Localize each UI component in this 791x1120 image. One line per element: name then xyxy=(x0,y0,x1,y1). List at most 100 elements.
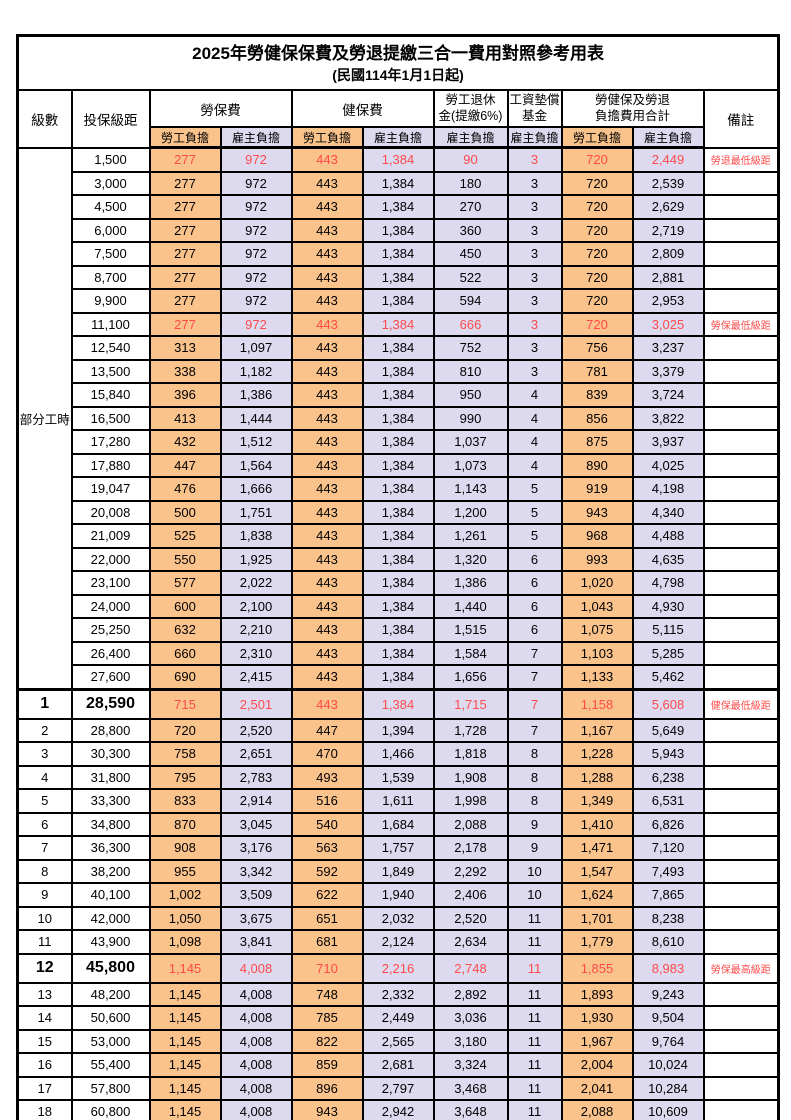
cell-total-employee: 1,103 xyxy=(560,640,634,666)
cell-wage-fund-employer: 3 xyxy=(506,264,563,290)
cell-bracket: 53,000 xyxy=(70,1028,151,1054)
cell-health-employee: 443 xyxy=(290,170,364,196)
cell-labor-employee: 525 xyxy=(148,523,222,549)
col-header-level: 級數 xyxy=(16,89,73,149)
cell-wage-fund-employer: 11 xyxy=(506,952,563,984)
cell-health-employer: 2,681 xyxy=(361,1052,435,1078)
cell-health-employee: 443 xyxy=(290,570,364,596)
cell-total-employer: 2,449 xyxy=(631,146,705,173)
cell-health-employer: 1,384 xyxy=(361,217,435,243)
cell-remark-empty xyxy=(702,217,780,243)
cell-total-employer: 6,826 xyxy=(631,811,705,837)
cell-total-employee: 875 xyxy=(560,429,634,455)
cell-remark: 勞保最低級距 xyxy=(702,311,780,337)
cell-labor-employer: 1,182 xyxy=(219,358,293,384)
cell-health-employee: 443 xyxy=(290,546,364,572)
cell-health-employee: 443 xyxy=(290,146,364,173)
cell-labor-employee: 908 xyxy=(148,835,222,861)
cell-remark-empty xyxy=(702,858,780,884)
table-row: 26,400 660 2,310 443 1,384 1,584 7 1,103 5,285 xyxy=(18,640,780,666)
cell-total-employee: 1,967 xyxy=(560,1028,634,1054)
cell-labor-employee: 1,145 xyxy=(148,1075,222,1101)
cell-total-employer: 4,198 xyxy=(631,476,705,502)
cell-pension-employer: 2,520 xyxy=(432,905,509,931)
cell-labor-employee: 600 xyxy=(148,593,222,619)
table-row: 24,000 600 2,100 443 1,384 1,440 6 1,043 4,930 xyxy=(18,593,780,619)
cell-remark-empty xyxy=(702,1005,780,1031)
cell-pension-employer: 522 xyxy=(432,264,509,290)
cell-pension-employer: 2,088 xyxy=(432,811,509,837)
cell-total-employee: 1,167 xyxy=(560,717,634,743)
cell-labor-employee: 277 xyxy=(148,217,222,243)
cell-labor-employee: 870 xyxy=(148,811,222,837)
cell-health-employee: 443 xyxy=(290,311,364,337)
cell-health-employer: 2,032 xyxy=(361,905,435,931)
col-header-labor-insurance: 勞保費 xyxy=(148,89,293,128)
cell-level: 17 xyxy=(16,1075,73,1101)
cell-health-employer: 1,384 xyxy=(361,593,435,619)
cell-wage-fund-employer: 6 xyxy=(506,570,563,596)
cell-wage-fund-employer: 3 xyxy=(506,311,563,337)
cell-health-employee: 859 xyxy=(290,1052,364,1078)
cell-wage-fund-employer: 10 xyxy=(506,882,563,908)
cell-pension-employer: 1,715 xyxy=(432,687,509,720)
cell-labor-employer: 1,666 xyxy=(219,476,293,502)
cell-wage-fund-employer: 11 xyxy=(506,929,563,955)
cell-total-employer: 10,284 xyxy=(631,1075,705,1101)
cell-health-employer: 1,384 xyxy=(361,405,435,431)
cell-wage-fund-employer: 11 xyxy=(506,1005,563,1031)
cell-total-employee: 1,228 xyxy=(560,741,634,767)
cell-health-employer: 1,384 xyxy=(361,546,435,572)
cell-wage-fund-employer: 8 xyxy=(506,764,563,790)
cell-bracket: 9,900 xyxy=(70,288,151,314)
cell-health-employer: 1,384 xyxy=(361,264,435,290)
cell-bracket: 28,800 xyxy=(70,717,151,743)
cell-remark-empty xyxy=(702,1099,780,1120)
cell-health-employee: 896 xyxy=(290,1075,364,1101)
cell-total-employee: 1,701 xyxy=(560,905,634,931)
table-row: 6 34,800 870 3,045 540 1,684 2,088 9 1,410 6,826 xyxy=(16,811,780,837)
cell-labor-employee: 1,145 xyxy=(148,1052,222,1078)
cell-labor-employee: 413 xyxy=(148,405,222,431)
cell-bracket: 50,600 xyxy=(70,1005,151,1031)
cell-wage-fund-employer: 5 xyxy=(506,499,563,525)
cell-wage-fund-employer: 11 xyxy=(506,905,563,931)
cell-bracket: 34,800 xyxy=(70,811,151,837)
cell-bracket: 40,100 xyxy=(70,882,151,908)
cell-labor-employee: 277 xyxy=(148,264,222,290)
cell-health-employee: 710 xyxy=(290,952,364,984)
cell-bracket: 31,800 xyxy=(70,764,151,790)
cell-remark-empty xyxy=(702,476,780,502)
cell-health-employee: 443 xyxy=(290,358,364,384)
cell-labor-employer: 3,176 xyxy=(219,835,293,861)
cell-labor-employer: 3,841 xyxy=(219,929,293,955)
cell-labor-employee: 277 xyxy=(148,194,222,220)
cell-labor-employer: 4,008 xyxy=(219,1099,293,1120)
table-row: 11,100 277 972 443 1,384 666 3 720 3,025 勞保最低級距 xyxy=(18,311,780,337)
cell-remark-empty xyxy=(702,405,780,431)
cell-health-employer: 2,332 xyxy=(361,981,435,1007)
cell-total-employer: 3,237 xyxy=(631,335,705,361)
cell-total-employee: 1,893 xyxy=(560,981,634,1007)
cell-bracket: 25,250 xyxy=(70,617,151,643)
cell-pension-employer: 1,037 xyxy=(432,429,509,455)
cell-remark-empty xyxy=(702,1075,780,1101)
cell-labor-employer: 972 xyxy=(219,241,293,267)
cell-health-employer: 1,394 xyxy=(361,717,435,743)
cell-remark-empty xyxy=(702,382,780,408)
cell-level: 1 xyxy=(16,687,73,720)
cell-total-employee: 839 xyxy=(560,382,634,408)
cell-pension-employer: 2,178 xyxy=(432,835,509,861)
cell-total-employer: 3,822 xyxy=(631,405,705,431)
cell-health-employer: 1,384 xyxy=(361,617,435,643)
cell-labor-employee: 1,002 xyxy=(148,882,222,908)
cell-pension-employer: 2,406 xyxy=(432,882,509,908)
cell-total-employer: 2,629 xyxy=(631,194,705,220)
cell-wage-fund-employer: 3 xyxy=(506,288,563,314)
cell-health-employee: 443 xyxy=(290,335,364,361)
cell-total-employee: 720 xyxy=(560,170,634,196)
cell-health-employee: 443 xyxy=(290,617,364,643)
cell-labor-employer: 972 xyxy=(219,170,293,196)
cell-total-employer: 4,798 xyxy=(631,570,705,596)
cell-bracket: 12,540 xyxy=(70,335,151,361)
